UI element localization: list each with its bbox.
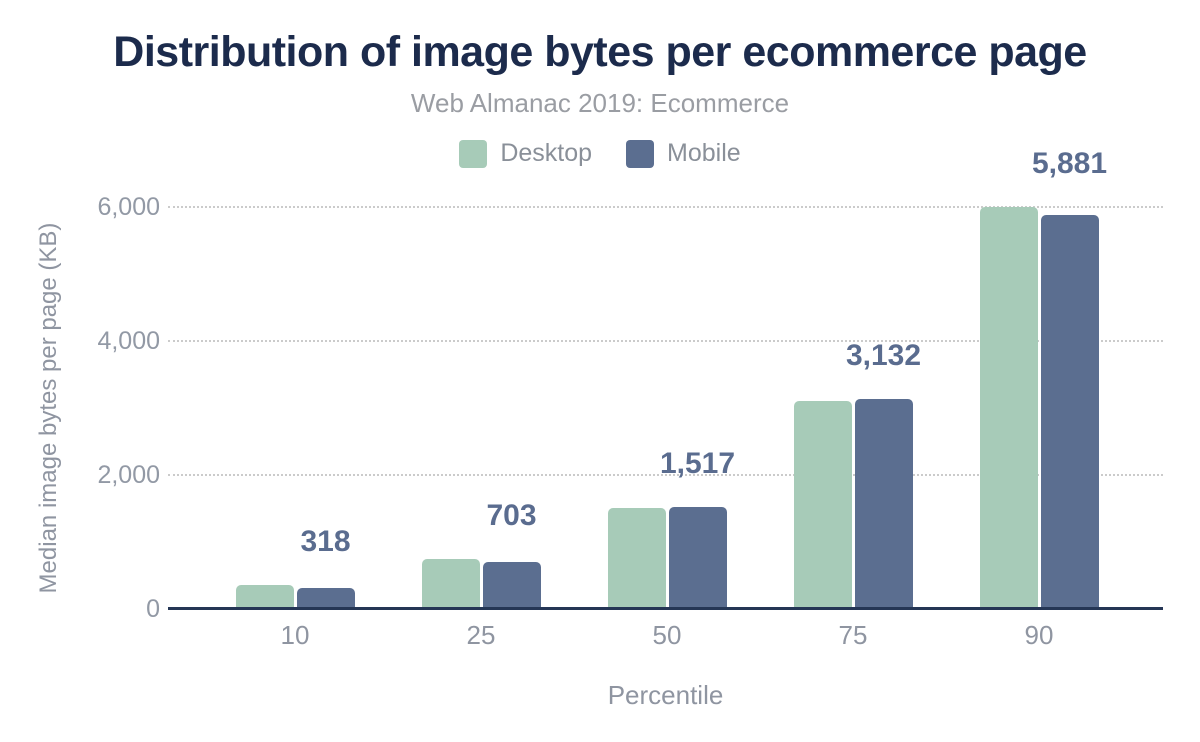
chart-subtitle: Web Almanac 2019: Ecommerce — [410, 88, 790, 118]
bar-mobile-p10[interactable] — [296, 587, 355, 609]
desktop-swatch-icon — [459, 139, 488, 168]
bar-mobile-p75[interactable] — [854, 399, 913, 609]
data-label-p90: 5,881 — [1031, 147, 1108, 181]
bar-desktop-p90[interactable] — [979, 207, 1038, 609]
legend-label-mobile: Mobile — [667, 139, 741, 167]
x-tick-label-10: 10 — [280, 620, 310, 650]
legend-item-mobile[interactable]: Mobile — [626, 139, 741, 168]
y-tick-label-4,000: 4,000 — [97, 327, 160, 355]
bar-mobile-p90[interactable] — [1040, 214, 1099, 609]
bar-mobile-p50[interactable] — [668, 507, 727, 609]
bar-desktop-p10[interactable] — [235, 585, 294, 609]
gridline-4,000 — [168, 340, 1163, 342]
bar-desktop-p25[interactable] — [421, 559, 480, 609]
x-tick-label-50: 50 — [652, 620, 682, 650]
chart-title: Distribution of image bytes per ecommerc… — [113, 28, 1087, 76]
bar-desktop-p75[interactable] — [793, 401, 852, 609]
x-tick-label-25: 25 — [466, 620, 496, 650]
data-label-p10: 318 — [300, 525, 351, 559]
x-tick-label-75: 75 — [838, 620, 868, 650]
x-axis-line — [168, 607, 1163, 610]
y-tick-label-6,000: 6,000 — [97, 193, 160, 221]
gridline-6,000 — [168, 206, 1163, 208]
data-label-p25: 703 — [486, 499, 537, 533]
data-label-p75: 3,132 — [845, 339, 922, 373]
y-tick-label-0: 0 — [146, 595, 160, 623]
x-tick-label-90: 90 — [1024, 620, 1054, 650]
bar-desktop-p50[interactable] — [607, 507, 666, 609]
chart-legend: Desktop Mobile — [0, 139, 1200, 168]
legend-item-desktop[interactable]: Desktop — [459, 139, 592, 168]
x-axis-title: Percentile — [607, 680, 724, 710]
gridline-2,000 — [168, 474, 1163, 476]
data-label-p50: 1,517 — [659, 447, 736, 481]
legend-label-desktop: Desktop — [500, 139, 593, 167]
y-tick-label-2,000: 2,000 — [97, 461, 160, 489]
bar-mobile-p25[interactable] — [482, 561, 541, 609]
mobile-swatch-icon — [626, 139, 655, 168]
